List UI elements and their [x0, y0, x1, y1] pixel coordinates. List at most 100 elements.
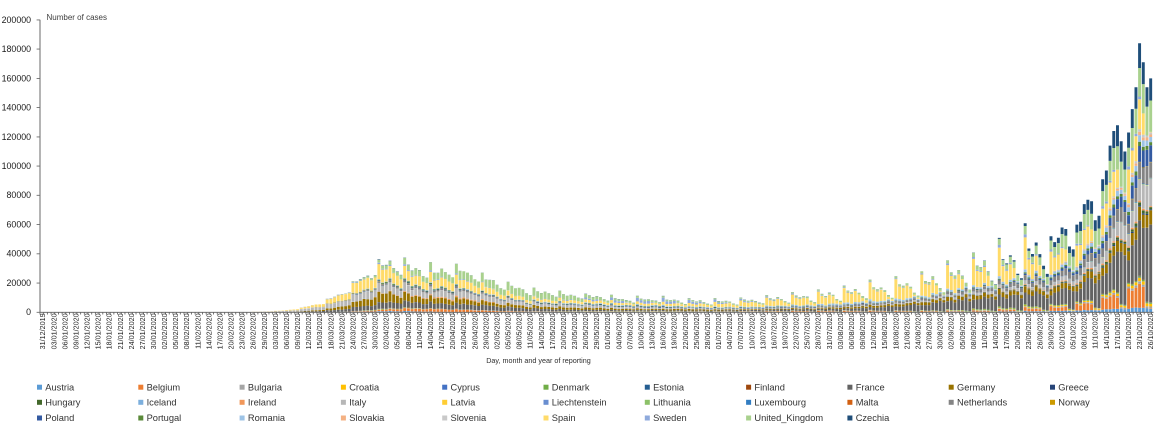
svg-text:10/06/2020: 10/06/2020 [637, 313, 646, 349]
svg-text:23/05/2020: 23/05/2020 [570, 313, 579, 349]
svg-text:30/08/2020: 30/08/2020 [936, 313, 945, 349]
svg-text:Sweden: Sweden [653, 413, 687, 423]
svg-text:06/01/2020: 06/01/2020 [60, 313, 69, 349]
svg-text:140000: 140000 [2, 103, 31, 113]
svg-text:14/09/2020: 14/09/2020 [991, 313, 1000, 349]
svg-text:20/04/2020: 20/04/2020 [448, 313, 457, 349]
svg-text:08/10/2020: 08/10/2020 [1080, 313, 1089, 349]
svg-text:24/01/2020: 24/01/2020 [127, 313, 136, 349]
svg-text:26/04/2020: 26/04/2020 [470, 313, 479, 349]
svg-text:100000: 100000 [2, 161, 31, 171]
svg-text:Portugal: Portugal [147, 413, 182, 423]
svg-text:07/07/2020: 07/07/2020 [736, 313, 745, 349]
svg-text:05/09/2020: 05/09/2020 [958, 313, 967, 349]
svg-text:11/09/2020: 11/09/2020 [980, 313, 989, 348]
svg-text:03/03/2020: 03/03/2020 [271, 313, 280, 349]
svg-text:01/07/2020: 01/07/2020 [714, 313, 723, 349]
svg-text:31/07/2020: 31/07/2020 [825, 313, 834, 349]
svg-text:18/01/2020: 18/01/2020 [105, 313, 114, 349]
svg-text:14/05/2020: 14/05/2020 [537, 313, 546, 349]
svg-text:30/03/2020: 30/03/2020 [371, 313, 380, 349]
svg-text:18/08/2020: 18/08/2020 [891, 313, 900, 349]
svg-text:28/06/2020: 28/06/2020 [703, 313, 712, 349]
svg-text:25/06/2020: 25/06/2020 [692, 313, 701, 349]
svg-text:11/04/2020: 11/04/2020 [415, 313, 424, 348]
svg-text:02/05/2020: 02/05/2020 [492, 313, 501, 349]
svg-text:19/06/2020: 19/06/2020 [670, 313, 679, 349]
svg-text:United_Kingdom: United_Kingdom [754, 413, 823, 423]
svg-text:21/08/2020: 21/08/2020 [902, 313, 911, 349]
svg-text:26/05/2020: 26/05/2020 [581, 313, 590, 349]
svg-text:15/08/2020: 15/08/2020 [880, 313, 889, 349]
svg-text:22/07/2020: 22/07/2020 [792, 313, 801, 349]
svg-text:Malta: Malta [856, 397, 880, 407]
svg-text:14/04/2020: 14/04/2020 [426, 313, 435, 349]
svg-text:23/09/2020: 23/09/2020 [1024, 313, 1033, 349]
svg-text:200000: 200000 [2, 15, 31, 25]
svg-text:Slovenia: Slovenia [451, 413, 487, 423]
svg-text:Ireland: Ireland [248, 397, 276, 407]
svg-text:15/01/2020: 15/01/2020 [94, 313, 103, 349]
svg-text:27/03/2020: 27/03/2020 [360, 313, 369, 349]
svg-text:Iceland: Iceland [147, 397, 177, 407]
svg-text:Germany: Germany [957, 382, 996, 392]
svg-text:24/03/2020: 24/03/2020 [348, 313, 357, 349]
svg-text:06/03/2020: 06/03/2020 [282, 313, 291, 349]
svg-text:Romania: Romania [248, 413, 286, 423]
svg-text:Estonia: Estonia [653, 382, 685, 392]
svg-text:02/04/2020: 02/04/2020 [382, 313, 391, 349]
svg-text:16/06/2020: 16/06/2020 [659, 313, 668, 349]
svg-text:40000: 40000 [7, 249, 32, 259]
svg-text:17/02/2020: 17/02/2020 [216, 313, 225, 349]
svg-text:23/02/2020: 23/02/2020 [238, 313, 247, 349]
svg-text:09/03/2020: 09/03/2020 [293, 313, 302, 349]
svg-text:29/04/2020: 29/04/2020 [481, 313, 490, 349]
svg-text:27/01/2020: 27/01/2020 [138, 313, 147, 349]
svg-text:20000: 20000 [7, 278, 32, 288]
svg-text:0: 0 [26, 307, 31, 317]
svg-text:25/07/2020: 25/07/2020 [803, 313, 812, 349]
svg-text:02/02/2020: 02/02/2020 [160, 313, 169, 349]
svg-text:31/12/2019: 31/12/2019 [38, 313, 47, 349]
svg-text:10/07/2020: 10/07/2020 [747, 313, 756, 349]
svg-text:Belgium: Belgium [147, 382, 181, 392]
svg-text:180000: 180000 [2, 44, 31, 54]
svg-text:08/05/2020: 08/05/2020 [515, 313, 524, 349]
svg-text:23/04/2020: 23/04/2020 [459, 313, 468, 349]
svg-text:14/02/2020: 14/02/2020 [204, 313, 213, 349]
svg-text:Day, month and year of reporti: Day, month and year of reporting [486, 356, 591, 365]
svg-text:20/09/2020: 20/09/2020 [1013, 313, 1022, 349]
svg-text:05/04/2020: 05/04/2020 [393, 313, 402, 349]
svg-text:20/05/2020: 20/05/2020 [559, 313, 568, 349]
svg-text:Italy: Italy [349, 397, 366, 407]
svg-text:20/10/2020: 20/10/2020 [1124, 313, 1133, 349]
svg-text:Liechtenstein: Liechtenstein [552, 397, 607, 407]
svg-text:30/01/2020: 30/01/2020 [149, 313, 158, 349]
svg-text:17/04/2020: 17/04/2020 [437, 313, 446, 349]
svg-text:29/05/2020: 29/05/2020 [592, 314, 601, 350]
svg-text:12/03/2020: 12/03/2020 [304, 313, 313, 349]
svg-text:26/02/2020: 26/02/2020 [249, 313, 258, 349]
svg-text:23/10/2020: 23/10/2020 [1135, 313, 1144, 349]
svg-text:11/02/2020: 11/02/2020 [193, 313, 202, 348]
svg-text:17/09/2020: 17/09/2020 [1002, 313, 1011, 349]
svg-text:Austria: Austria [45, 382, 75, 392]
svg-text:21/03/2020: 21/03/2020 [337, 313, 346, 349]
svg-text:17/10/2020: 17/10/2020 [1113, 313, 1122, 349]
svg-text:Luxembourg: Luxembourg [754, 397, 806, 407]
svg-text:28/07/2020: 28/07/2020 [814, 313, 823, 349]
svg-text:04/06/2020: 04/06/2020 [614, 313, 623, 349]
svg-text:17/05/2020: 17/05/2020 [548, 313, 557, 349]
svg-text:27/08/2020: 27/08/2020 [925, 313, 934, 349]
svg-text:Finland: Finland [754, 382, 785, 392]
svg-text:22/06/2020: 22/06/2020 [681, 313, 690, 349]
svg-text:13/06/2020: 13/06/2020 [648, 313, 657, 349]
svg-text:60000: 60000 [7, 220, 32, 230]
svg-text:03/01/2020: 03/01/2020 [49, 313, 58, 349]
svg-text:Spain: Spain [552, 413, 576, 423]
svg-text:160000: 160000 [2, 73, 31, 83]
svg-text:Number of cases: Number of cases [47, 13, 107, 22]
svg-text:Greece: Greece [1058, 382, 1089, 392]
svg-text:Czechia: Czechia [856, 413, 890, 423]
svg-text:Lithuania: Lithuania [653, 397, 692, 407]
